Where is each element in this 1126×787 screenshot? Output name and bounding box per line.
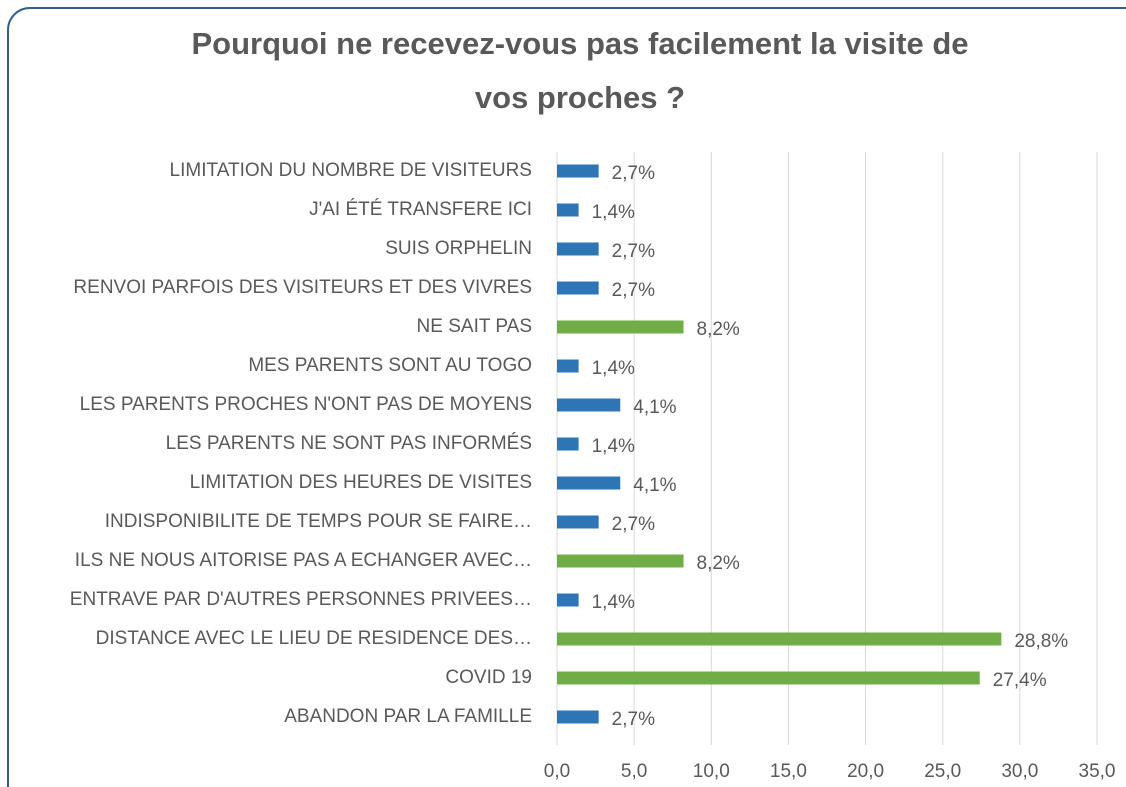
x-tick-label: 35,0 bbox=[1079, 761, 1116, 782]
value-label: 8,2% bbox=[697, 319, 740, 340]
value-label: 28,8% bbox=[1014, 631, 1068, 652]
bar bbox=[557, 671, 980, 685]
bar bbox=[557, 515, 599, 529]
bar bbox=[557, 476, 621, 490]
value-label: 2,7% bbox=[612, 241, 655, 262]
y-tick-label: LIMITATION DES HEURES DE VISITES bbox=[190, 472, 532, 493]
value-label: 1,4% bbox=[592, 592, 635, 613]
bar bbox=[557, 437, 579, 451]
y-tick-label: COVID 19 bbox=[445, 667, 532, 688]
bar bbox=[557, 398, 621, 412]
x-tick-label: 5,0 bbox=[621, 761, 647, 782]
value-label: 1,4% bbox=[592, 202, 635, 223]
y-tick-label: INDISPONIBILITE DE TEMPS POUR SE FAIRE… bbox=[105, 511, 532, 532]
bar bbox=[557, 593, 579, 607]
bar bbox=[557, 554, 684, 568]
y-tick-label: SUIS ORPHELIN bbox=[385, 238, 532, 259]
value-label: 4,1% bbox=[633, 397, 676, 418]
value-label: 1,4% bbox=[592, 358, 635, 379]
x-tick-label: 0,0 bbox=[544, 761, 570, 782]
value-label: 27,4% bbox=[993, 670, 1047, 691]
chart-title: vos proches ? bbox=[475, 80, 685, 115]
x-tick-label: 10,0 bbox=[693, 761, 730, 782]
y-tick-label: NE SAIT PAS bbox=[417, 316, 532, 337]
chart-title: Pourquoi ne recevez-vous pas facilement … bbox=[192, 26, 969, 61]
y-tick-label: LES PARENTS NE SONT PAS INFORMÉS bbox=[166, 433, 532, 454]
x-tick-label: 20,0 bbox=[847, 761, 884, 782]
value-label: 8,2% bbox=[697, 553, 740, 574]
bar bbox=[557, 203, 579, 217]
value-label: 2,7% bbox=[612, 709, 655, 730]
value-label: 4,1% bbox=[633, 475, 676, 496]
y-tick-label: J'AI ÉTÉ TRANSFERE ICI bbox=[309, 199, 532, 220]
bar bbox=[557, 242, 599, 256]
y-tick-label: LES PARENTS PROCHES N'ONT PAS DE MOYENS bbox=[80, 394, 532, 415]
y-tick-label: MES PARENTS SONT AU TOGO bbox=[248, 355, 532, 376]
bar bbox=[557, 164, 599, 178]
y-tick-label: ILS NE NOUS AITORISE PAS A ECHANGER AVEC… bbox=[75, 550, 532, 571]
x-tick-label: 15,0 bbox=[770, 761, 807, 782]
y-tick-label: DISTANCE AVEC LE LIEU DE RESIDENCE DES… bbox=[96, 628, 532, 649]
y-tick-label: ABANDON PAR LA FAMILLE bbox=[284, 706, 532, 727]
bar bbox=[557, 320, 684, 334]
y-tick-label: LIMITATION DU NOMBRE DE VISITEURS bbox=[170, 160, 532, 181]
bar bbox=[557, 359, 579, 373]
value-label: 1,4% bbox=[592, 436, 635, 457]
y-tick-label: RENVOI PARFOIS DES VISITEURS ET DES VIVR… bbox=[73, 277, 532, 298]
bar bbox=[557, 281, 599, 295]
x-tick-label: 25,0 bbox=[924, 761, 961, 782]
value-label: 2,7% bbox=[612, 514, 655, 535]
value-label: 2,7% bbox=[612, 280, 655, 301]
bar bbox=[557, 632, 1002, 646]
bar bbox=[557, 710, 599, 724]
value-label: 2,7% bbox=[612, 163, 655, 184]
y-tick-label: ENTRAVE PAR D'AUTRES PERSONNES PRIVEES… bbox=[70, 589, 532, 610]
chart-frame bbox=[7, 7, 1126, 787]
x-tick-label: 30,0 bbox=[1001, 761, 1038, 782]
